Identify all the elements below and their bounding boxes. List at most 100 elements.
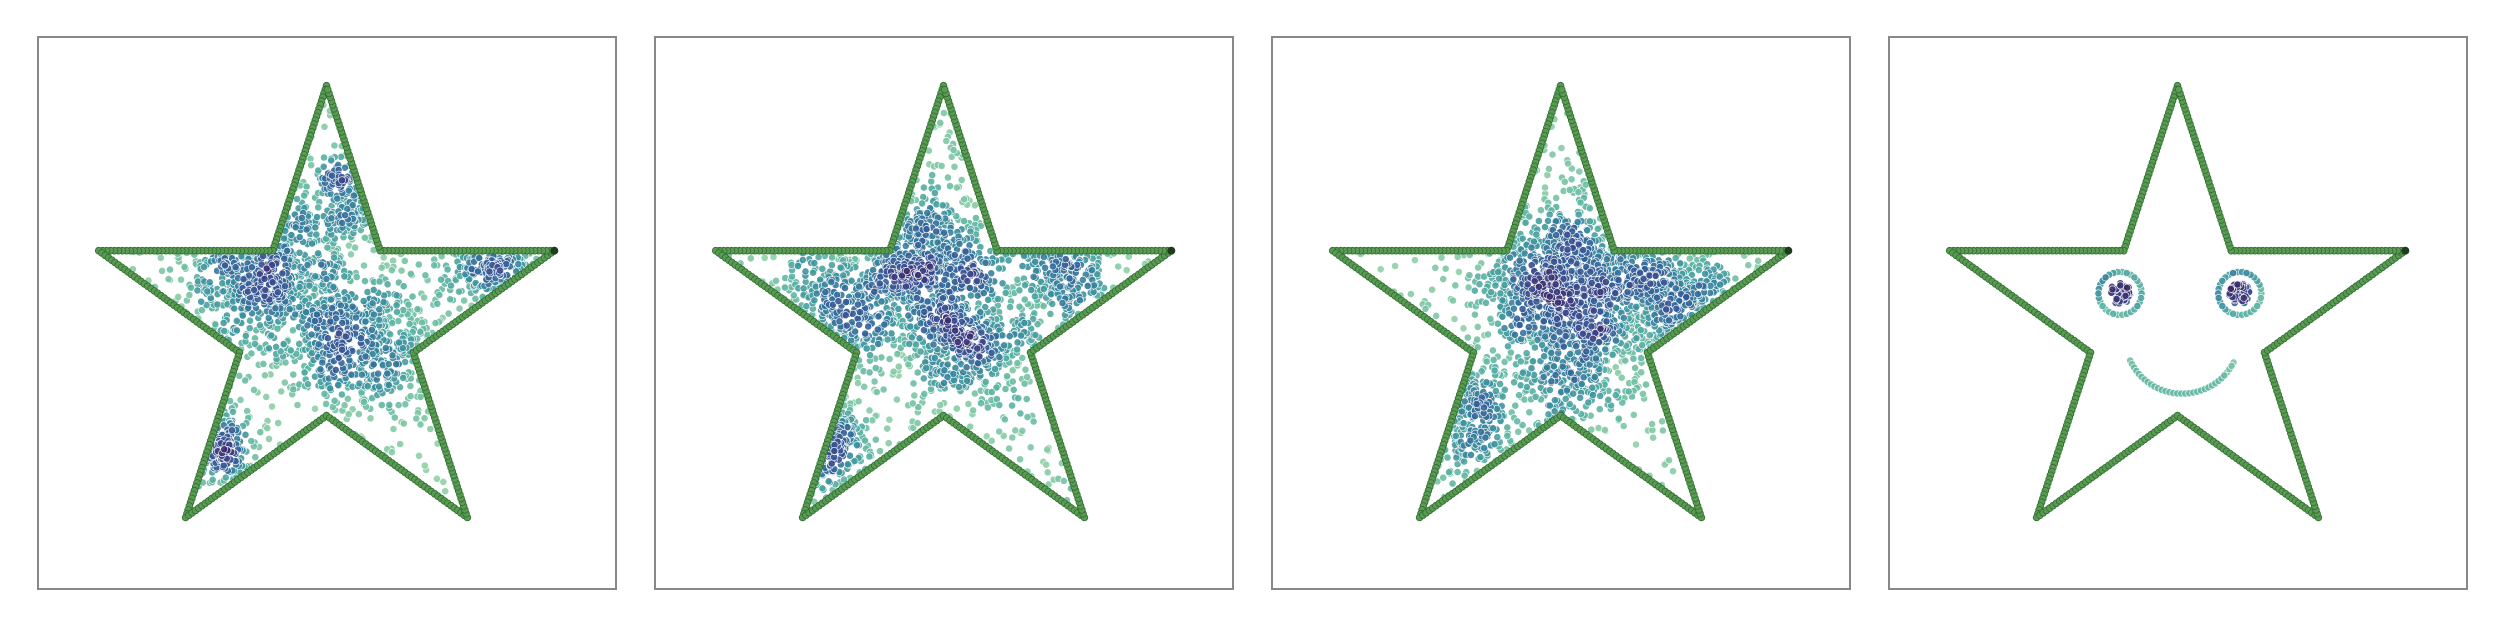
scatter-point	[1093, 270, 1102, 279]
scatter-point	[333, 194, 342, 203]
scatter-point	[330, 396, 339, 405]
scatter-point	[328, 171, 336, 180]
scatter-point	[355, 379, 364, 388]
scatter-point	[841, 311, 850, 320]
scatter-point	[914, 403, 923, 412]
scatter-point	[1008, 401, 1016, 410]
scatter-point	[966, 422, 974, 431]
scatter-point	[293, 195, 301, 203]
scatter-point	[902, 282, 910, 291]
scatter-point	[280, 254, 289, 263]
scatter-point	[247, 437, 256, 445]
scatter-point	[907, 333, 916, 342]
scatter-point	[987, 348, 996, 357]
scatter-point	[911, 224, 920, 233]
scatter-point	[337, 390, 346, 399]
scatter-point	[295, 248, 304, 257]
scatter-point	[966, 270, 975, 278]
scatter-point	[1557, 144, 1566, 152]
scatter-point	[853, 300, 862, 309]
scatter-point	[1544, 164, 1553, 173]
scatter-point	[887, 329, 896, 338]
scatter-point	[987, 388, 996, 396]
scatter-point	[273, 324, 282, 333]
scatter-point	[375, 277, 384, 286]
scatter-point	[1431, 263, 1440, 272]
scatter-point	[1013, 345, 1021, 354]
scatter-point	[862, 344, 871, 353]
scatter-point	[431, 319, 440, 327]
scatter-point	[375, 382, 383, 391]
scatter-point	[316, 365, 325, 374]
scatter-point	[966, 332, 974, 341]
scatter-point	[873, 325, 882, 334]
scatter-point	[870, 377, 879, 386]
scatter-point	[311, 404, 319, 413]
scatter-point	[1008, 377, 1017, 386]
scatter-point	[367, 325, 376, 334]
scatter-point	[1008, 366, 1017, 375]
scatter-point	[1026, 443, 1035, 452]
scatter-point	[1459, 324, 1468, 333]
scatter-point	[927, 177, 936, 186]
scatter-point	[843, 460, 852, 469]
scatter-point	[349, 191, 358, 200]
scatter-point	[435, 291, 444, 299]
scatter-point	[769, 253, 778, 261]
scatter-point	[1629, 410, 1638, 419]
scatter-point	[303, 321, 312, 330]
scatter-point	[987, 436, 996, 445]
scatter-point	[793, 262, 802, 270]
scatter-point	[854, 379, 862, 387]
scatter-point	[1000, 415, 1009, 424]
scatter-point	[1023, 373, 1032, 381]
scatter-point	[1632, 440, 1640, 449]
scatter-point	[392, 360, 401, 369]
scatter-point	[1005, 332, 1014, 341]
scatter-point	[1029, 272, 1038, 281]
scatter-point	[760, 253, 769, 262]
scatter-point	[313, 310, 321, 319]
scatter-point	[940, 275, 949, 284]
scatter-point	[327, 156, 336, 165]
scatter-point	[375, 305, 384, 314]
scatter-point	[1016, 455, 1024, 464]
scatter-point	[829, 300, 837, 309]
scatter-point	[1474, 263, 1482, 272]
scatter-point	[909, 379, 918, 388]
scatter-point	[232, 326, 241, 335]
scatter-point	[1006, 303, 1014, 311]
scatter-point	[303, 260, 312, 269]
scatter-point	[983, 403, 992, 412]
scatter-point	[1451, 281, 1460, 290]
scatter-point	[1088, 266, 1096, 275]
scatter-point	[928, 171, 937, 179]
scatter-point	[307, 161, 316, 170]
scatter-point	[841, 284, 849, 292]
scatter-point	[320, 153, 328, 162]
scatter-point	[971, 201, 979, 210]
scatter-point	[368, 299, 377, 308]
scatter-point	[302, 225, 311, 234]
scatter-point	[341, 332, 350, 341]
scatter-point	[338, 345, 346, 354]
scatter-point	[361, 352, 370, 361]
scatter-point	[930, 353, 939, 362]
scatter-point	[285, 305, 294, 314]
scatter-point	[1031, 331, 1040, 339]
scatter-point	[1639, 389, 1647, 398]
scatter-point	[310, 317, 319, 325]
scatter-point	[1022, 395, 1031, 403]
scatter-point	[272, 342, 280, 351]
scatter-point	[963, 277, 972, 285]
scatter-point	[228, 426, 236, 435]
scatter-point	[1552, 194, 1561, 202]
scatter-point	[400, 256, 409, 265]
scatter-point	[297, 213, 306, 222]
scatter-point	[328, 304, 337, 313]
scatter-point	[963, 254, 972, 263]
scatter-point	[1473, 322, 1482, 331]
scatter-point	[943, 373, 952, 382]
scatter-point	[877, 297, 886, 306]
scatter-point	[389, 425, 398, 433]
